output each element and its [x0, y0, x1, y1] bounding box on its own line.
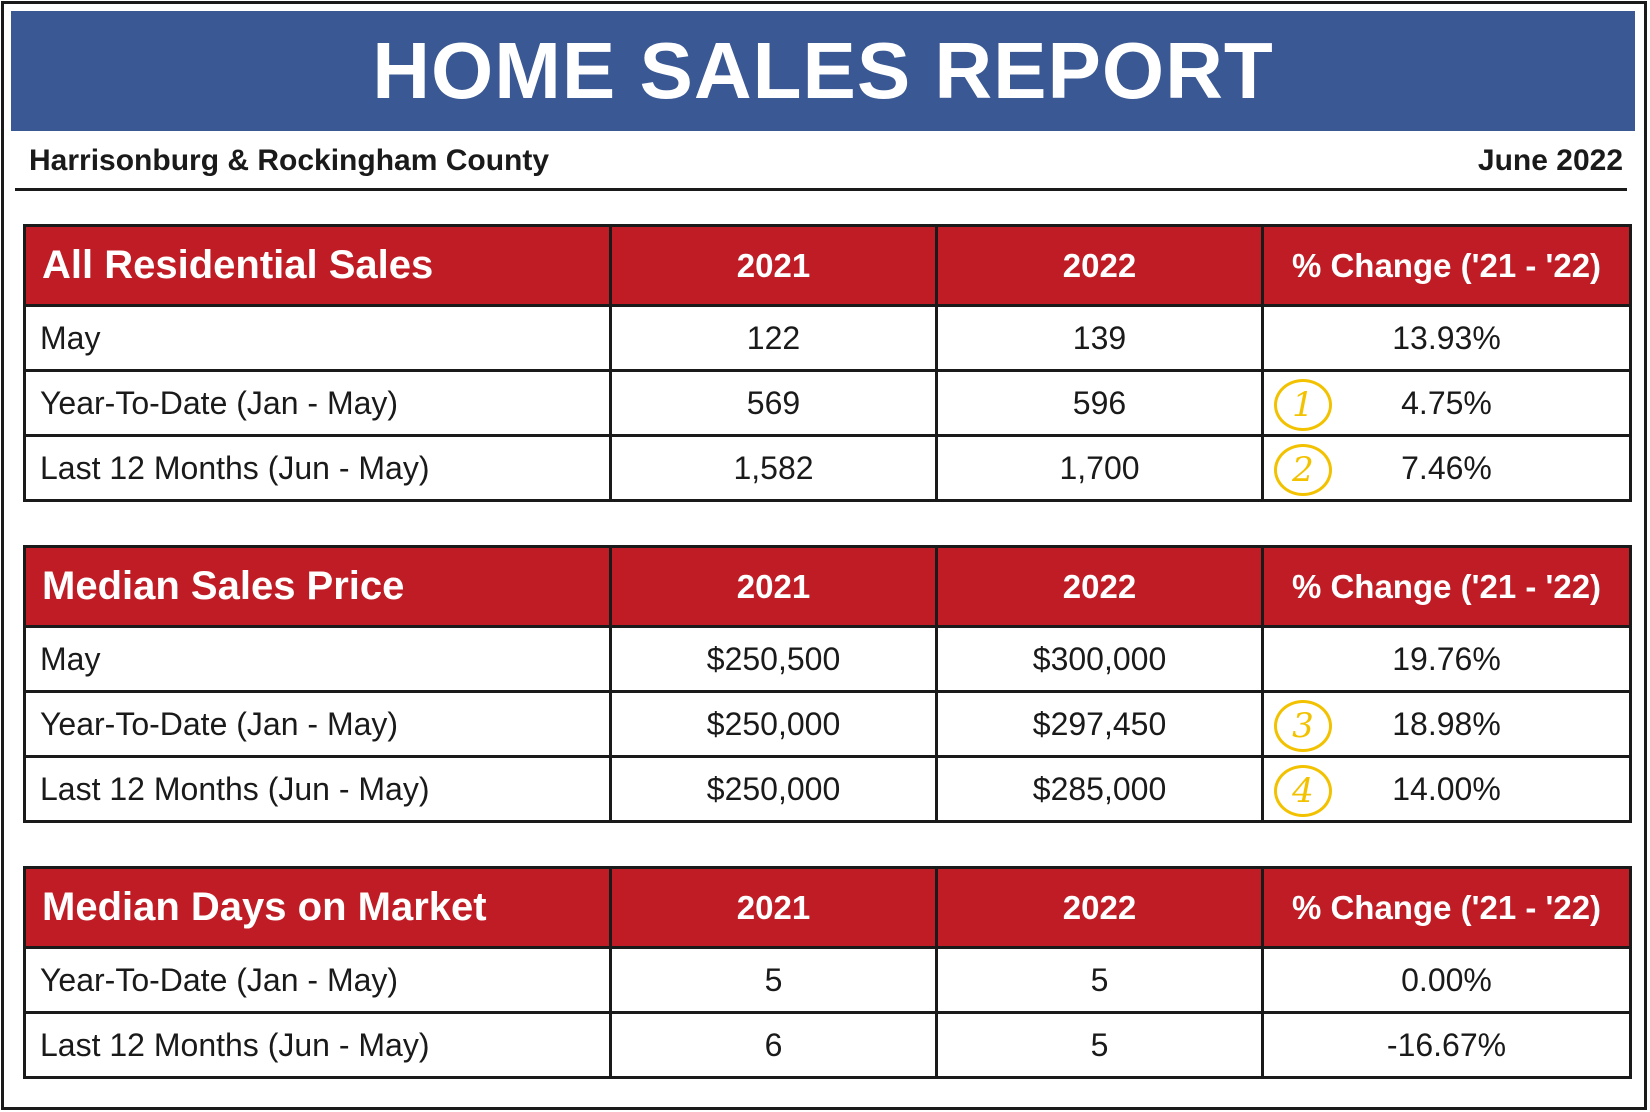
report-subheader: Harrisonburg & Rockingham County June 20… — [15, 140, 1627, 191]
annotation-marker: 2 — [1274, 444, 1332, 496]
column-header-2022: 2022 — [935, 545, 1264, 628]
percent-change: 13.93% — [1392, 319, 1501, 356]
table-title: Median Days on Market — [23, 866, 612, 949]
percent-change-cell: 0.00% — [1261, 946, 1632, 1014]
annotation-marker: 3 — [1274, 700, 1332, 752]
value-2022: 139 — [935, 304, 1264, 372]
column-header-2022: 2022 — [935, 866, 1264, 949]
percent-change: 19.76% — [1392, 640, 1501, 677]
value-2021: $250,500 — [609, 625, 938, 693]
percent-change-cell: 4 14.00% — [1261, 755, 1632, 823]
row-label: Last 12 Months (Jun - May) — [23, 1011, 612, 1079]
table-header-row: Median Sales Price 2021 2022 % Change ('… — [23, 545, 1632, 628]
table-row: Year-To-Date (Jan - May) $250,000 $297,4… — [23, 690, 1632, 758]
table-header-row: Median Days on Market 2021 2022 % Change… — [23, 866, 1632, 949]
median-price-table: Median Sales Price 2021 2022 % Change ('… — [23, 545, 1632, 823]
value-2022: 596 — [935, 369, 1264, 437]
report-title: HOME SALES REPORT — [11, 11, 1635, 131]
percent-change-cell: 2 7.46% — [1261, 434, 1632, 502]
percent-change-cell: -16.67% — [1261, 1011, 1632, 1079]
percent-change-cell: 13.93% — [1261, 304, 1632, 372]
value-2022: 5 — [935, 946, 1264, 1014]
percent-change: 0.00% — [1401, 961, 1492, 998]
row-label: Year-To-Date (Jan - May) — [23, 946, 612, 1014]
residential-sales-table: All Residential Sales 2021 2022 % Change… — [23, 224, 1632, 502]
value-2022: 5 — [935, 1011, 1264, 1079]
percent-change-cell: 19.76% — [1261, 625, 1632, 693]
days-on-market-table: Median Days on Market 2021 2022 % Change… — [23, 866, 1632, 1079]
percent-change: -16.67% — [1386, 1026, 1507, 1063]
column-header-change: % Change ('21 - '22) — [1261, 866, 1632, 949]
percent-change-cell: 3 18.98% — [1261, 690, 1632, 758]
table-row: Last 12 Months (Jun - May) 1,582 1,700 2… — [23, 434, 1632, 502]
percent-change: 4.75% — [1401, 384, 1492, 421]
region-label: Harrisonburg & Rockingham County — [29, 144, 550, 177]
value-2021: $250,000 — [609, 755, 938, 823]
table-row: Year-To-Date (Jan - May) 5 5 0.00% — [23, 946, 1632, 1014]
value-2021: 122 — [609, 304, 938, 372]
value-2022: $285,000 — [935, 755, 1264, 823]
annotation-marker: 1 — [1274, 379, 1332, 431]
row-label: Last 12 Months (Jun - May) — [23, 755, 612, 823]
table-row: Last 12 Months (Jun - May) $250,000 $285… — [23, 755, 1632, 823]
row-label: Year-To-Date (Jan - May) — [23, 690, 612, 758]
percent-change: 18.98% — [1392, 705, 1501, 742]
value-2021: 1,582 — [609, 434, 938, 502]
row-label: May — [23, 625, 612, 693]
row-label: Last 12 Months (Jun - May) — [23, 434, 612, 502]
table-row: Last 12 Months (Jun - May) 6 5 -16.67% — [23, 1011, 1632, 1079]
value-2021: $250,000 — [609, 690, 938, 758]
column-header-change: % Change ('21 - '22) — [1261, 545, 1632, 628]
value-2022: $300,000 — [935, 625, 1264, 693]
table-header-row: All Residential Sales 2021 2022 % Change… — [23, 224, 1632, 307]
percent-change: 7.46% — [1401, 449, 1492, 486]
table-row: May $250,500 $300,000 19.76% — [23, 625, 1632, 693]
column-header-change: % Change ('21 - '22) — [1261, 224, 1632, 307]
table-row: May 122 139 13.93% — [23, 304, 1632, 372]
table-row: Year-To-Date (Jan - May) 569 596 1 4.75% — [23, 369, 1632, 437]
column-header-2021: 2021 — [609, 224, 938, 307]
row-label: Year-To-Date (Jan - May) — [23, 369, 612, 437]
value-2021: 569 — [609, 369, 938, 437]
report-date: June 2022 — [1477, 144, 1623, 177]
value-2021: 5 — [609, 946, 938, 1014]
table-title: Median Sales Price — [23, 545, 612, 628]
column-header-2021: 2021 — [609, 545, 938, 628]
percent-change-cell: 1 4.75% — [1261, 369, 1632, 437]
percent-change: 14.00% — [1392, 770, 1501, 807]
row-label: May — [23, 304, 612, 372]
column-header-2021: 2021 — [609, 866, 938, 949]
table-title: All Residential Sales — [23, 224, 612, 307]
value-2022: $297,450 — [935, 690, 1264, 758]
value-2022: 1,700 — [935, 434, 1264, 502]
annotation-marker: 4 — [1274, 765, 1332, 817]
value-2021: 6 — [609, 1011, 938, 1079]
column-header-2022: 2022 — [935, 224, 1264, 307]
